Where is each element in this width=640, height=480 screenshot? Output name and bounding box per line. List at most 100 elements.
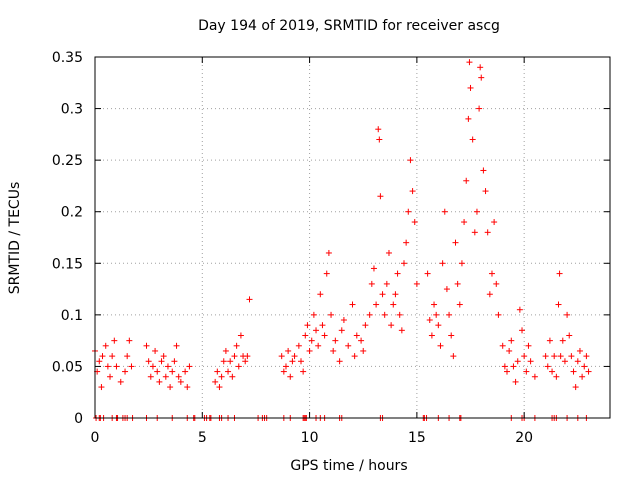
data-point bbox=[298, 358, 304, 365]
data-point bbox=[549, 368, 556, 375]
data-point bbox=[566, 332, 573, 339]
data-point bbox=[581, 363, 588, 370]
data-point bbox=[576, 347, 583, 354]
data-point bbox=[493, 280, 500, 287]
data-point bbox=[177, 378, 184, 385]
y-tick-label: 0.25 bbox=[52, 153, 83, 169]
data-point bbox=[366, 311, 373, 318]
y-axis-label: SRMTID / TECUs bbox=[7, 182, 23, 295]
data-point bbox=[302, 332, 309, 339]
data-point bbox=[394, 270, 401, 277]
y-tick-label: 0 bbox=[74, 411, 83, 427]
data-point bbox=[317, 291, 324, 298]
data-point bbox=[246, 296, 253, 303]
data-point bbox=[362, 322, 369, 329]
data-point bbox=[478, 74, 485, 81]
data-point bbox=[574, 358, 581, 365]
data-point bbox=[145, 358, 152, 365]
data-point bbox=[104, 363, 111, 370]
data-point bbox=[504, 368, 510, 375]
data-point bbox=[396, 311, 403, 318]
data-point bbox=[463, 177, 470, 184]
data-point bbox=[122, 368, 129, 375]
data-point bbox=[439, 260, 446, 267]
data-point bbox=[407, 157, 414, 164]
data-point bbox=[512, 378, 519, 385]
data-point bbox=[519, 327, 526, 334]
data-point bbox=[514, 358, 521, 365]
data-point bbox=[499, 342, 506, 349]
data-point bbox=[323, 270, 330, 277]
x-tick-label: 10 bbox=[301, 430, 319, 446]
data-point bbox=[426, 317, 433, 324]
data-point bbox=[375, 126, 382, 133]
data-point bbox=[282, 363, 289, 370]
data-point bbox=[330, 347, 337, 354]
data-point bbox=[338, 327, 345, 334]
data-point bbox=[570, 368, 577, 375]
data-point bbox=[531, 373, 538, 380]
data-point bbox=[244, 353, 251, 360]
data-point bbox=[510, 363, 517, 370]
data-point bbox=[128, 363, 135, 370]
data-point bbox=[553, 373, 560, 380]
data-point bbox=[403, 239, 410, 246]
data-point bbox=[564, 311, 571, 318]
data-point bbox=[431, 301, 438, 308]
data-point bbox=[433, 311, 440, 318]
data-point bbox=[506, 347, 513, 354]
data-point bbox=[229, 373, 236, 380]
data-point bbox=[482, 188, 489, 195]
data-point bbox=[488, 270, 495, 277]
data-point bbox=[328, 311, 335, 318]
data-point bbox=[99, 353, 106, 360]
data-point bbox=[291, 353, 298, 360]
data-point bbox=[435, 322, 442, 329]
data-point bbox=[216, 384, 223, 391]
data-point bbox=[126, 337, 133, 344]
data-point bbox=[473, 208, 480, 215]
data-point bbox=[280, 368, 287, 375]
data-point bbox=[585, 368, 592, 375]
data-point bbox=[220, 358, 227, 365]
data-point bbox=[175, 373, 182, 380]
data-point bbox=[102, 342, 109, 349]
data-point bbox=[289, 358, 296, 365]
data-point bbox=[233, 342, 240, 349]
data-point bbox=[171, 358, 178, 365]
data-point bbox=[315, 342, 322, 349]
data-point bbox=[117, 378, 124, 385]
data-point bbox=[405, 208, 412, 215]
data-point bbox=[98, 384, 105, 391]
data-point bbox=[360, 347, 367, 354]
data-point bbox=[308, 337, 315, 344]
data-point bbox=[167, 384, 174, 391]
data-point bbox=[107, 373, 114, 380]
axis-ticks: 0 5 10 15 20 0 0.05 0.1 0.15 0.2 0.25 0.3 0.35 bbox=[52, 50, 610, 446]
chart-title: Day 194 of 2019, SRMTID for receiver asc… bbox=[198, 18, 500, 34]
data-point bbox=[287, 373, 294, 380]
data-point bbox=[476, 105, 483, 112]
data-point bbox=[340, 317, 347, 324]
data-point bbox=[164, 363, 171, 370]
data-point bbox=[557, 353, 564, 360]
data-point bbox=[169, 368, 176, 375]
data-point bbox=[461, 219, 468, 226]
y-tick-label: 0.1 bbox=[61, 308, 83, 324]
data-point bbox=[413, 280, 420, 287]
data-point bbox=[516, 306, 523, 313]
data-point bbox=[218, 373, 225, 380]
data-point bbox=[152, 347, 159, 354]
data-point bbox=[555, 301, 562, 308]
data-point bbox=[184, 384, 191, 391]
data-point bbox=[390, 301, 397, 308]
x-tick-label: 5 bbox=[198, 430, 207, 446]
data-point bbox=[376, 136, 383, 143]
data-point bbox=[113, 363, 120, 370]
data-point bbox=[388, 322, 395, 329]
x-tick-label: 20 bbox=[515, 430, 533, 446]
data-point bbox=[227, 358, 234, 365]
data-point bbox=[147, 373, 154, 380]
data-point bbox=[143, 342, 150, 349]
data-point bbox=[325, 249, 332, 256]
